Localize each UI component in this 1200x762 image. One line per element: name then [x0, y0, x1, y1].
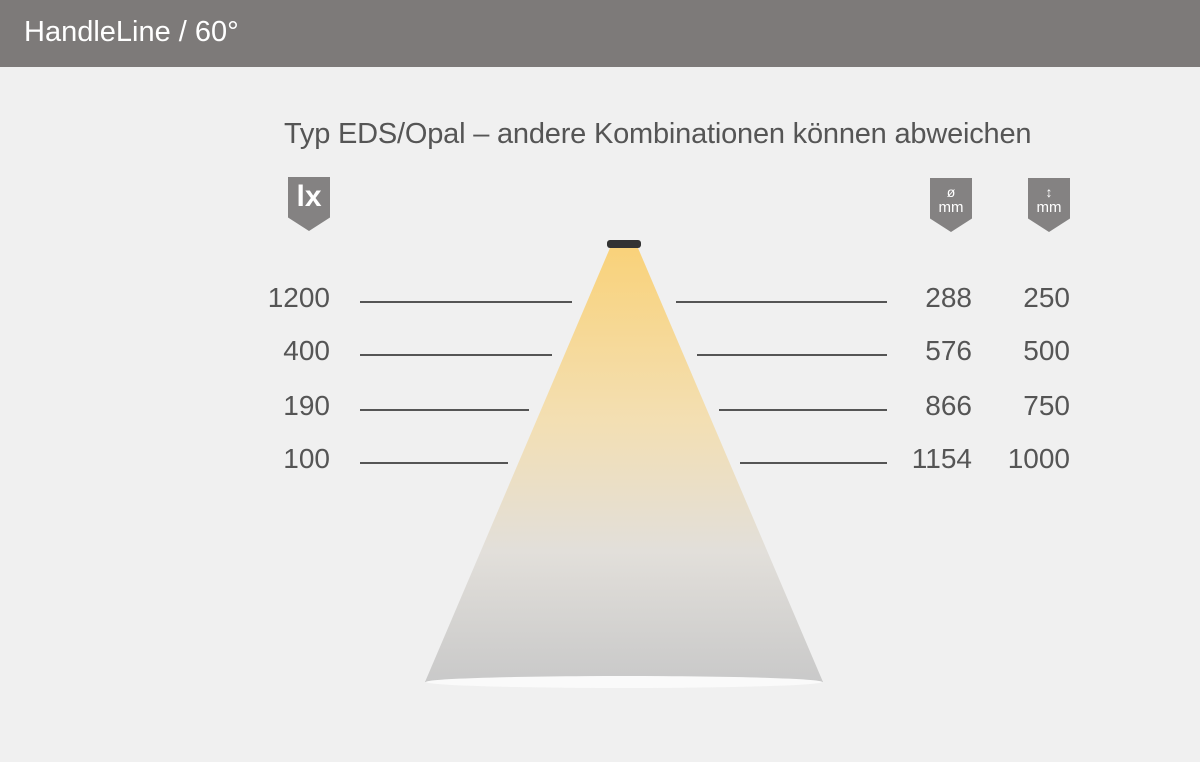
diameter-value: 1154	[911, 443, 972, 474]
leader-line-right	[719, 409, 887, 411]
leader-line-left	[360, 462, 508, 464]
leader-line-left	[360, 354, 552, 356]
diameter-icon: ø	[946, 184, 956, 200]
distance-icon: ↕	[1045, 184, 1053, 200]
title: HandleLine / 60°	[24, 16, 239, 48]
diameter-unit: mm	[938, 199, 964, 216]
lux-value: 100	[283, 443, 330, 474]
leader-line-right	[676, 301, 887, 303]
diameter-badge: ø mm	[930, 178, 972, 232]
leader-line-left	[360, 301, 572, 303]
lux-value: 190	[283, 390, 330, 421]
subtitle: Typ EDS/Opal – andere Kombinationen könn…	[284, 118, 1032, 150]
distance-value: 1000	[1007, 443, 1070, 474]
distance-badge: ↕ mm	[1028, 178, 1070, 232]
lux-label: lx	[296, 180, 322, 213]
title-bar: HandleLine / 60°	[0, 0, 1200, 67]
beam	[425, 248, 823, 682]
leader-line-right	[697, 354, 887, 356]
lux-value: 1200	[267, 282, 330, 313]
leader-line-left	[360, 409, 529, 411]
distance-value: 500	[1023, 335, 1070, 366]
distance-value: 250	[1023, 282, 1070, 313]
distance-unit: mm	[1036, 199, 1062, 216]
lux-value: 400	[283, 335, 330, 366]
lamp-icon	[607, 240, 641, 248]
lux-badge: lx	[288, 177, 330, 231]
distance-value: 750	[1023, 390, 1070, 421]
diameter-value: 576	[925, 335, 972, 366]
diameter-value: 288	[925, 282, 972, 313]
leader-line-right	[740, 462, 887, 464]
beam-base	[426, 676, 822, 688]
diameter-value: 866	[925, 390, 972, 421]
